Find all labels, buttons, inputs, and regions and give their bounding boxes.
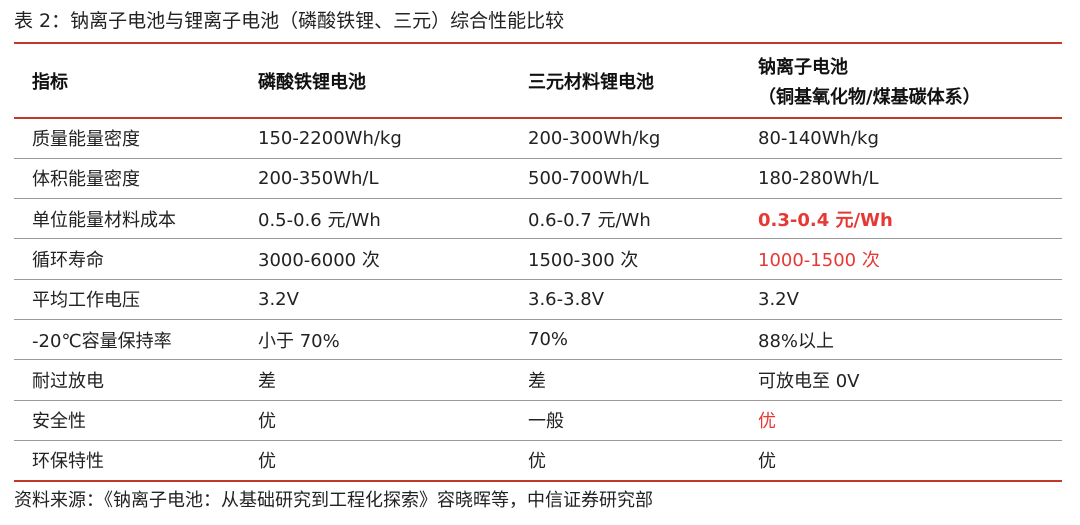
metric-cell: 循环寿命 bbox=[14, 238, 240, 280]
lfp-cell: 3.2V bbox=[240, 279, 510, 320]
lfp-cell: 优 bbox=[240, 400, 510, 441]
ncm-cell: 一般 bbox=[510, 400, 740, 441]
table-title: 表 2：钠离子电池与锂离子电池（磷酸铁锂、三元）综合性能比较 bbox=[14, 10, 565, 32]
source-note: 资料来源：《钠离子电池：从基础研究到工程化探索》容晓晖等，中信证券研究部 bbox=[14, 490, 653, 511]
table-row: 循环寿命 3000-6000 次 1500-300 次 1000-1500 次 bbox=[14, 238, 1062, 280]
lfp-cell: 3000-6000 次 bbox=[240, 238, 510, 280]
lfp-cell: 0.5-0.6 元/Wh bbox=[240, 198, 510, 240]
table-row: 安全性 优 一般 优 bbox=[14, 400, 1062, 441]
lfp-cell: 200-350Wh/L bbox=[240, 158, 510, 200]
sodium-cell: 88%以上 bbox=[740, 319, 1062, 361]
table-row: -20℃容量保持率 小于 70% 70% 88%以上 bbox=[14, 319, 1062, 361]
header-ncm: 三元材料锂电池 bbox=[510, 44, 740, 119]
header-sodium-line1: 钠离子电池 bbox=[758, 56, 848, 78]
table-row: 质量能量密度 150-2200Wh/kg 200-300Wh/kg 80-140… bbox=[14, 118, 1062, 159]
lfp-cell: 小于 70% bbox=[240, 319, 510, 361]
header-sodium-line2: （铜基氧化物/煤基碳体系） bbox=[758, 86, 981, 108]
sodium-cell: 3.2V bbox=[740, 279, 1062, 320]
ncm-cell: 1500-300 次 bbox=[510, 238, 740, 280]
header-metric: 指标 bbox=[14, 44, 240, 119]
ncm-cell: 200-300Wh/kg bbox=[510, 118, 740, 159]
table-row: 单位能量材料成本 0.5-0.6 元/Wh 0.6-0.7 元/Wh 0.3-0… bbox=[14, 198, 1062, 240]
metric-cell: -20℃容量保持率 bbox=[14, 319, 240, 361]
sodium-cell-highlight: 1000-1500 次 bbox=[740, 238, 1062, 280]
header-lfp: 磷酸铁锂电池 bbox=[240, 44, 510, 119]
lfp-cell: 差 bbox=[240, 359, 510, 401]
metric-cell: 单位能量材料成本 bbox=[14, 198, 240, 240]
ncm-cell: 3.6-3.8V bbox=[510, 279, 740, 320]
sodium-cell-highlight: 优 bbox=[740, 400, 1062, 441]
ncm-cell: 70% bbox=[510, 319, 740, 361]
sodium-cell: 可放电至 0V bbox=[740, 359, 1062, 401]
title-rule bbox=[14, 42, 1062, 44]
comparison-table: 指标 磷酸铁锂电池 三元材料锂电池 钠离子电池 （铜基氧化物/煤基碳体系） 质量… bbox=[14, 44, 1062, 482]
lfp-cell: 150-2200Wh/kg bbox=[240, 118, 510, 159]
ncm-cell: 0.6-0.7 元/Wh bbox=[510, 198, 740, 240]
lfp-cell: 优 bbox=[240, 440, 510, 482]
header-row: 指标 磷酸铁锂电池 三元材料锂电池 钠离子电池 （铜基氧化物/煤基碳体系） bbox=[14, 44, 1062, 119]
sodium-cell: 80-140Wh/kg bbox=[740, 118, 1062, 159]
metric-cell: 安全性 bbox=[14, 400, 240, 441]
sodium-cell: 180-280Wh/L bbox=[740, 158, 1062, 200]
metric-cell: 耐过放电 bbox=[14, 359, 240, 401]
table-row: 环保特性 优 优 优 bbox=[14, 440, 1062, 482]
table-row: 体积能量密度 200-350Wh/L 500-700Wh/L 180-280Wh… bbox=[14, 158, 1062, 200]
sodium-cell: 优 bbox=[740, 440, 1062, 482]
ncm-cell: 差 bbox=[510, 359, 740, 401]
sodium-cell-highlight: 0.3-0.4 元/Wh bbox=[740, 198, 1062, 240]
ncm-cell: 500-700Wh/L bbox=[510, 158, 740, 200]
metric-cell: 体积能量密度 bbox=[14, 158, 240, 200]
ncm-cell: 优 bbox=[510, 440, 740, 482]
metric-cell: 质量能量密度 bbox=[14, 118, 240, 159]
metric-cell: 平均工作电压 bbox=[14, 279, 240, 320]
header-sodium: 钠离子电池 （铜基氧化物/煤基碳体系） bbox=[740, 44, 1062, 119]
table-row: 平均工作电压 3.2V 3.6-3.8V 3.2V bbox=[14, 279, 1062, 320]
table-row: 耐过放电 差 差 可放电至 0V bbox=[14, 359, 1062, 401]
metric-cell: 环保特性 bbox=[14, 440, 240, 482]
